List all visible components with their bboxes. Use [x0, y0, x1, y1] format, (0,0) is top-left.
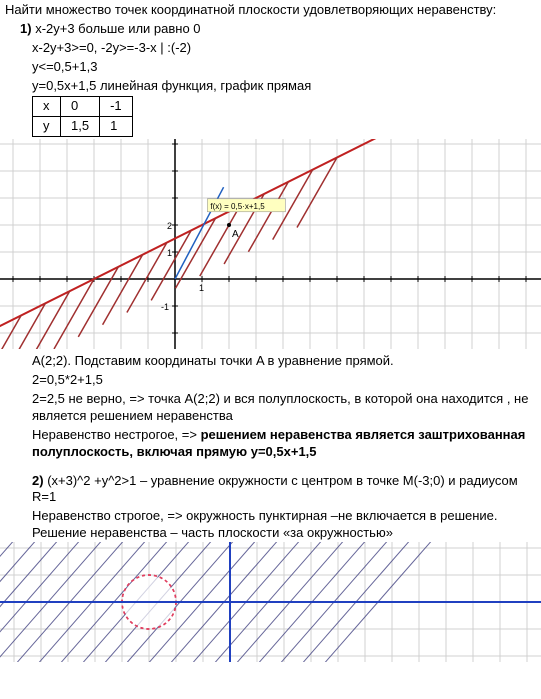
p1-line3: y=0,5x+1,5 линейная функция, график прям… [0, 76, 541, 95]
svg-text:f(x) = 0,5·x+1,5: f(x) = 0,5·x+1,5 [210, 202, 265, 211]
table-cell: 0 [61, 97, 100, 117]
p1-after4: Неравенство нестрогое, => решением нерав… [0, 425, 541, 461]
svg-text:1: 1 [167, 248, 172, 258]
table-cell: 1 [100, 117, 133, 137]
p2-num: 2) [32, 473, 44, 488]
p1-num: 1) [20, 21, 32, 36]
intro-text: Найти множество точек координатной плоск… [0, 0, 541, 19]
p1-line1: x-2y+3>=0, -2y>=-3-x | :(-2) [0, 38, 541, 57]
svg-text:2: 2 [167, 221, 172, 231]
p2-title: 2) (x+3)^2 +y^2>1 – уравнение окружности… [0, 471, 541, 507]
p2-title-text: (x+3)^2 +y^2>1 – уравнение окружности с … [32, 473, 518, 505]
chart1-svg: 1 -1 2 1 Af(x) = 0,5·x+1,5 [0, 139, 541, 349]
chart1-region: 1 -1 2 1 Af(x) = 0,5·x+1,5 [0, 139, 541, 349]
xy-table: x 0 -1 y 1,5 1 [32, 96, 133, 137]
p1-after4a: Неравенство нестрогое, => [32, 427, 201, 442]
svg-text:A: A [232, 229, 239, 240]
p2-line1: Неравенство строгое, => окружность пункт… [0, 506, 541, 542]
table-cell: y [33, 117, 61, 137]
p1-after3: 2=2,5 не верно, => точка A(2;2) и вся по… [0, 389, 541, 425]
svg-text:-1: -1 [161, 302, 169, 312]
table-cell: 1,5 [61, 117, 100, 137]
p1-line2: y<=0,5+1,3 [0, 57, 541, 76]
svg-text:1: 1 [199, 283, 204, 293]
table-cell: -1 [100, 97, 133, 117]
p1-title-text: x-2y+3 больше или равно 0 [35, 21, 200, 36]
p1-after1: A(2;2). Подставим координаты точки A в у… [0, 351, 541, 370]
p1-title: 1) x-2y+3 больше или равно 0 [0, 19, 541, 38]
chart2-svg [0, 542, 541, 662]
p1-after2: 2=0,5*2+1,5 [0, 370, 541, 389]
chart2-region [0, 542, 541, 662]
table-cell: x [33, 97, 61, 117]
